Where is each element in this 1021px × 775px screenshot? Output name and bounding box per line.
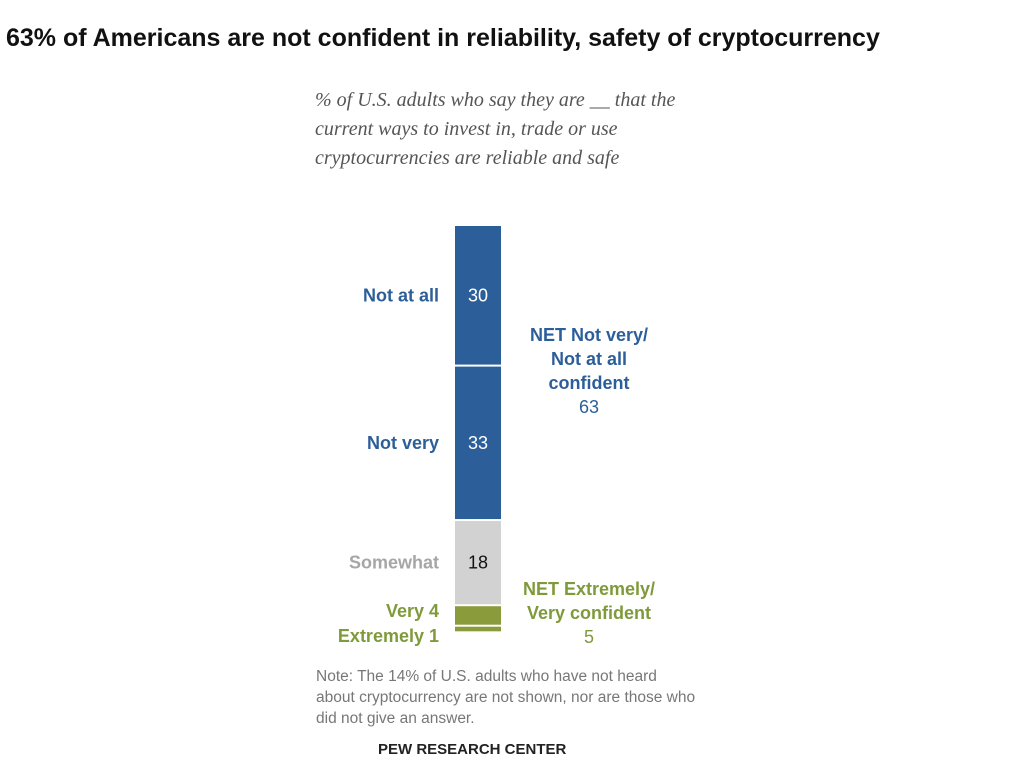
- net-value: 63: [579, 397, 599, 417]
- bar-segment-very: [455, 606, 501, 625]
- value-label: 30: [468, 285, 488, 305]
- value-label: 33: [468, 433, 488, 453]
- net-value: 5: [584, 627, 594, 647]
- chart-subtitle: % of U.S. adults who say they are __ tha…: [315, 89, 676, 169]
- chart-title: 63% of Americans are not confident in re…: [6, 24, 880, 52]
- bar-segment-extremely: [455, 626, 501, 632]
- category-label: Not very: [367, 433, 439, 453]
- net-label: Very confident: [527, 603, 651, 623]
- chart-note: Note: The 14% of U.S. adults who have no…: [316, 668, 696, 727]
- net-label: NET Extremely/: [523, 579, 655, 599]
- bar-segment-somewhat: [455, 521, 501, 605]
- category-label: Extremely 1: [338, 626, 439, 646]
- value-label: 18: [468, 553, 488, 573]
- net-label: Not at all: [551, 349, 627, 369]
- bar-segment-not-at-all: [455, 226, 501, 365]
- source-label: PEW RESEARCH CENTER: [378, 741, 567, 758]
- category-label: Somewhat: [349, 553, 439, 573]
- net-label: NET Not very/: [530, 325, 648, 345]
- net-label: confident: [549, 373, 630, 393]
- category-label: Not at all: [363, 285, 439, 305]
- bar-segment-not-very: [455, 366, 501, 520]
- category-label: Very 4: [386, 601, 439, 621]
